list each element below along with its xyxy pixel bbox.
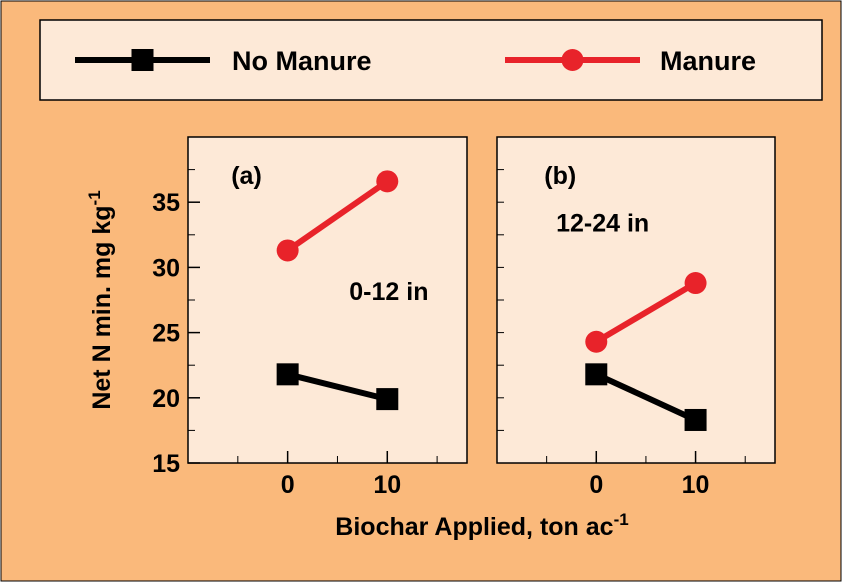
panel-label: (b) bbox=[544, 162, 576, 190]
y-tick-label: 35 bbox=[152, 189, 180, 217]
y-tick-label: 30 bbox=[152, 254, 180, 282]
annotation: 0-12 in bbox=[349, 278, 428, 306]
legend-label: Manure bbox=[660, 46, 756, 76]
marker bbox=[585, 363, 608, 386]
marker bbox=[376, 170, 399, 193]
y-tick-label: 25 bbox=[152, 320, 180, 348]
y-tick-label: 20 bbox=[152, 385, 180, 413]
marker bbox=[276, 363, 299, 386]
y-axis-label-sup: -1 bbox=[85, 190, 104, 205]
y-tick-label: 15 bbox=[152, 450, 180, 478]
marker bbox=[561, 49, 584, 71]
y-axis-label: Net N min. mg kg-1 bbox=[85, 190, 116, 409]
series-line bbox=[285, 178, 389, 253]
marker bbox=[276, 239, 299, 262]
x-axis-label-text: Biochar Applied, ton ac bbox=[335, 513, 613, 541]
series-line bbox=[286, 371, 389, 403]
series-line bbox=[595, 371, 697, 423]
legend-label: No Manure bbox=[232, 46, 372, 76]
marker bbox=[684, 408, 707, 431]
y-axis-label-text: Net N min. mg kg bbox=[88, 205, 116, 409]
x-axis-label-sup: -1 bbox=[614, 510, 629, 529]
marker bbox=[684, 272, 707, 295]
panel-label: (a) bbox=[231, 162, 262, 190]
x-tick-label: 0 bbox=[589, 471, 603, 499]
plot-area bbox=[187, 136, 468, 464]
marker bbox=[131, 49, 154, 71]
x-axis-label: Biochar Applied, ton ac-1 bbox=[335, 510, 628, 541]
marker bbox=[376, 388, 399, 411]
annotation: 12-24 in bbox=[556, 210, 649, 238]
plot-area bbox=[496, 136, 776, 464]
x-tick-label: 0 bbox=[281, 471, 295, 499]
series-line bbox=[594, 280, 698, 345]
x-tick-label: 10 bbox=[682, 471, 710, 499]
marker bbox=[585, 330, 608, 353]
x-tick-label: 10 bbox=[373, 471, 401, 499]
